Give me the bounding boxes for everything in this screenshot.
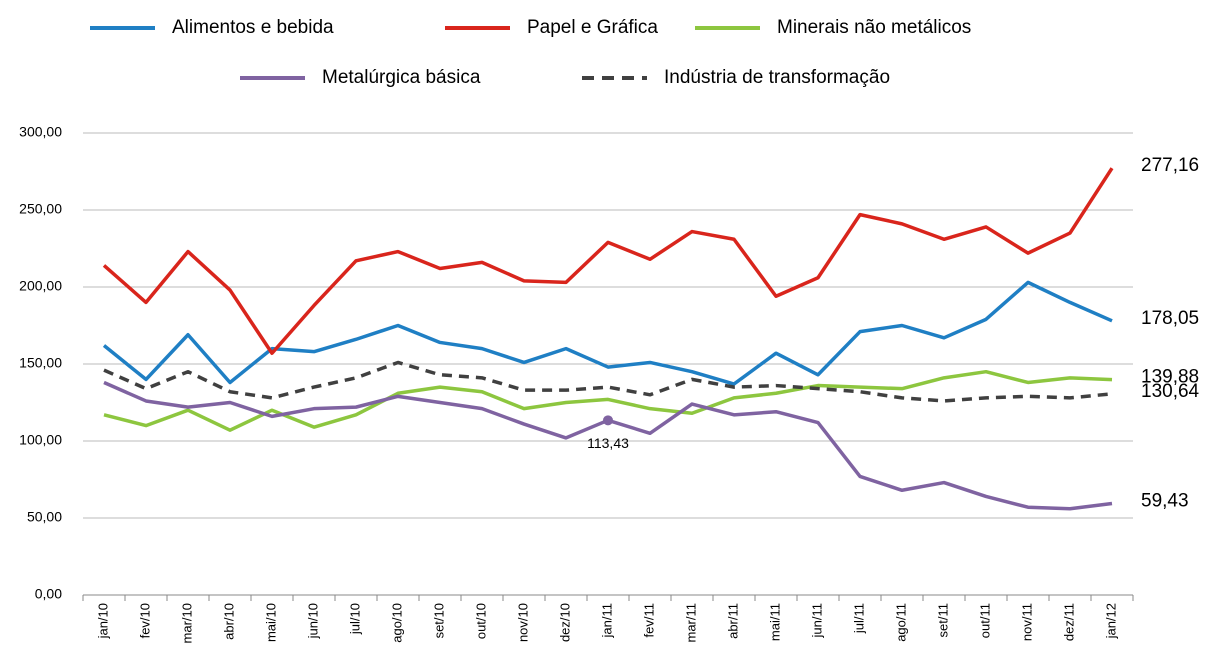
x-tick-label: mai/11 [767,603,782,641]
x-tick-label: jul/10 [347,603,362,635]
legend-label: Alimentos e bebida [172,17,334,38]
x-tick-label: out/11 [977,603,992,638]
x-tick-label: nov/11 [1019,603,1034,641]
x-tick-label: jan/11 [599,603,614,638]
end-label: 139,88 [1141,367,1199,388]
x-tick-label: jan/12 [1103,603,1118,639]
x-tick-label: abr/10 [221,603,236,640]
legend-label: Minerais não metálicos [777,17,971,38]
x-tick-label: fev/10 [137,603,152,638]
end-label: 178,05 [1141,308,1199,329]
y-tick-label: 250,00 [19,201,62,217]
y-tick-label: 100,00 [19,432,62,448]
y-tick-label: 0,00 [35,586,62,602]
x-tick-label: dez/11 [1061,603,1076,641]
x-tick-label: jun/11 [809,603,824,638]
x-tick-label: ago/10 [389,603,404,643]
end-label: 277,16 [1141,155,1199,176]
x-tick-label: dez/10 [557,603,572,642]
x-tick-label: mar/11 [683,603,698,643]
y-tick-label: 150,00 [19,355,62,371]
x-tick-label: out/10 [473,603,488,639]
point-marker [603,415,613,426]
series-line [102,280,1113,386]
x-tick-label: set/10 [431,603,446,638]
x-tick-label: nov/10 [515,603,530,642]
x-tick-label: fev/11 [641,603,656,637]
x-tick-label: ago/11 [893,603,908,642]
x-tick-label: jul/11 [851,603,866,634]
end-label: 59,43 [1141,490,1189,511]
x-tick-label: set/11 [935,603,950,637]
series-line [103,369,1113,432]
x-tick-label: abr/11 [725,603,740,639]
y-tick-label: 300,00 [19,124,62,140]
point-label: 113,43 [587,435,629,451]
legend-label: Metalúrgica básica [322,67,481,88]
y-tick-label: 50,00 [27,509,62,525]
x-tick-label: jun/10 [305,603,320,639]
x-tick-label: mar/10 [179,603,194,643]
x-tick-label: mai/10 [263,603,278,642]
legend-label: Papel e Gráfica [527,17,658,38]
legend-label: Indústria de transformação [664,67,890,88]
y-tick-label: 200,00 [19,278,62,294]
end-label: 130,64 [1141,381,1200,402]
x-tick-label: jan/10 [95,603,110,639]
series-line [102,167,1114,355]
